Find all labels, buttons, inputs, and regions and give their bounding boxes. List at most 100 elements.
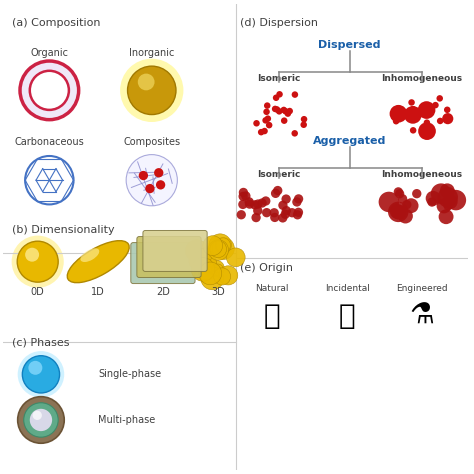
Circle shape bbox=[437, 95, 443, 101]
Circle shape bbox=[402, 200, 411, 209]
Circle shape bbox=[262, 208, 271, 217]
Circle shape bbox=[18, 397, 64, 443]
Circle shape bbox=[198, 254, 217, 273]
Circle shape bbox=[139, 171, 148, 180]
Circle shape bbox=[264, 115, 271, 122]
Circle shape bbox=[261, 128, 268, 134]
Circle shape bbox=[213, 268, 231, 285]
Circle shape bbox=[408, 99, 415, 106]
Circle shape bbox=[212, 237, 234, 259]
Circle shape bbox=[238, 191, 248, 201]
Circle shape bbox=[145, 184, 155, 193]
Circle shape bbox=[30, 71, 69, 110]
Text: Dispersed: Dispersed bbox=[319, 40, 381, 50]
Circle shape bbox=[197, 248, 212, 263]
Circle shape bbox=[254, 200, 263, 209]
FancyBboxPatch shape bbox=[143, 230, 207, 272]
Text: 🌋: 🌋 bbox=[339, 302, 356, 330]
Text: Organic: Organic bbox=[30, 48, 68, 58]
Circle shape bbox=[197, 252, 210, 264]
Circle shape bbox=[281, 118, 287, 124]
Text: (a) Composition: (a) Composition bbox=[12, 18, 100, 28]
Circle shape bbox=[404, 110, 410, 117]
Circle shape bbox=[216, 238, 230, 253]
Circle shape bbox=[237, 210, 246, 219]
Circle shape bbox=[128, 66, 176, 115]
Circle shape bbox=[271, 189, 280, 198]
Text: Natural: Natural bbox=[255, 284, 289, 293]
Circle shape bbox=[239, 188, 248, 197]
FancyBboxPatch shape bbox=[131, 243, 195, 283]
Circle shape bbox=[442, 113, 453, 124]
Circle shape bbox=[261, 196, 271, 206]
Circle shape bbox=[189, 252, 207, 270]
Circle shape bbox=[293, 210, 302, 219]
Circle shape bbox=[276, 108, 283, 115]
Circle shape bbox=[241, 191, 251, 201]
Circle shape bbox=[120, 59, 183, 122]
Circle shape bbox=[272, 106, 278, 112]
Text: 3D: 3D bbox=[211, 287, 225, 297]
Circle shape bbox=[126, 155, 177, 206]
Circle shape bbox=[292, 91, 298, 98]
Circle shape bbox=[284, 110, 291, 117]
Circle shape bbox=[266, 122, 273, 128]
Circle shape bbox=[431, 183, 451, 204]
Text: (b) Dimensionality: (b) Dimensionality bbox=[12, 225, 115, 236]
Circle shape bbox=[424, 119, 430, 126]
Circle shape bbox=[138, 73, 155, 91]
Circle shape bbox=[211, 264, 224, 276]
Circle shape bbox=[412, 189, 421, 198]
Text: Isomeric: Isomeric bbox=[257, 74, 301, 83]
Text: Incidental: Incidental bbox=[325, 284, 370, 293]
Circle shape bbox=[24, 403, 58, 437]
Circle shape bbox=[270, 208, 279, 218]
Circle shape bbox=[185, 240, 208, 262]
Circle shape bbox=[282, 206, 291, 215]
Circle shape bbox=[440, 183, 455, 198]
Text: Inorganic: Inorganic bbox=[129, 48, 174, 58]
Circle shape bbox=[208, 240, 228, 260]
Circle shape bbox=[392, 205, 406, 219]
Text: 🦋: 🦋 bbox=[264, 302, 280, 330]
Circle shape bbox=[264, 102, 271, 109]
Text: Composites: Composites bbox=[123, 137, 180, 146]
Circle shape bbox=[404, 198, 419, 213]
Circle shape bbox=[428, 197, 437, 207]
Circle shape bbox=[443, 189, 452, 198]
Circle shape bbox=[410, 127, 416, 134]
Circle shape bbox=[210, 241, 227, 258]
Text: Engineered: Engineered bbox=[396, 284, 447, 293]
Circle shape bbox=[17, 241, 58, 282]
Circle shape bbox=[273, 106, 280, 113]
Circle shape bbox=[258, 129, 264, 136]
Circle shape bbox=[426, 191, 440, 206]
Circle shape bbox=[28, 361, 42, 375]
Circle shape bbox=[418, 101, 436, 119]
Circle shape bbox=[276, 91, 283, 98]
Circle shape bbox=[253, 206, 263, 215]
Circle shape bbox=[194, 256, 218, 280]
Text: Inhomogeneous: Inhomogeneous bbox=[381, 170, 462, 179]
Circle shape bbox=[226, 248, 245, 267]
Circle shape bbox=[281, 107, 287, 113]
Circle shape bbox=[257, 199, 267, 208]
Circle shape bbox=[154, 168, 164, 177]
Text: Aggregated: Aggregated bbox=[313, 136, 386, 146]
Circle shape bbox=[294, 194, 303, 203]
Circle shape bbox=[273, 186, 283, 195]
Circle shape bbox=[394, 187, 403, 197]
Circle shape bbox=[287, 208, 297, 218]
Circle shape bbox=[238, 200, 247, 209]
Circle shape bbox=[25, 156, 73, 204]
Circle shape bbox=[432, 102, 439, 109]
Circle shape bbox=[253, 120, 260, 127]
Circle shape bbox=[278, 201, 288, 210]
Circle shape bbox=[251, 213, 261, 222]
Text: 1D: 1D bbox=[91, 287, 105, 297]
Circle shape bbox=[245, 200, 254, 209]
Text: Isomeric: Isomeric bbox=[257, 170, 301, 179]
Circle shape bbox=[294, 208, 303, 217]
Circle shape bbox=[443, 194, 458, 209]
Circle shape bbox=[219, 266, 238, 285]
